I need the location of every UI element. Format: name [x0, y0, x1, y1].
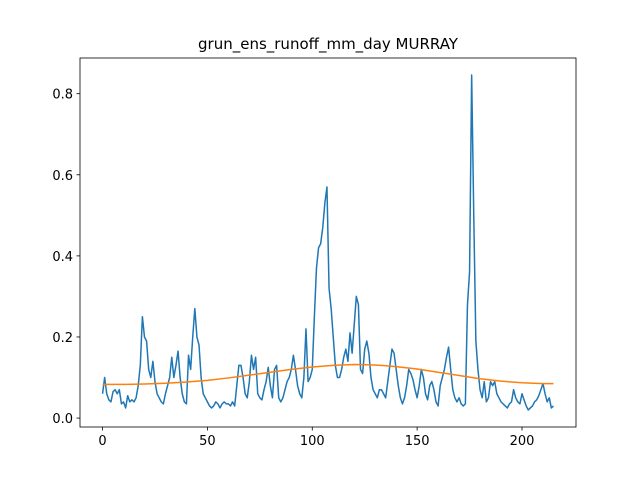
x-tick-label: 50	[199, 434, 216, 449]
x-tick-label: 0	[98, 434, 106, 449]
line-series	[102, 363, 554, 386]
x-tick-label: 150	[405, 434, 430, 449]
y-tick-label: 0.8	[52, 88, 73, 103]
plot-frame	[79, 57, 577, 428]
x-tick-label: 200	[510, 434, 535, 449]
y-tick-label: 0.4	[52, 250, 73, 265]
x-tick-label: 100	[300, 434, 325, 449]
line-series	[101, 74, 554, 411]
y-tick-label: 0.6	[52, 169, 73, 184]
y-tick-label: 0.2	[52, 331, 73, 346]
y-tick-label: 0.0	[52, 412, 73, 427]
chart-title: grun_ens_runoff_mm_day MURRAY	[198, 35, 459, 54]
